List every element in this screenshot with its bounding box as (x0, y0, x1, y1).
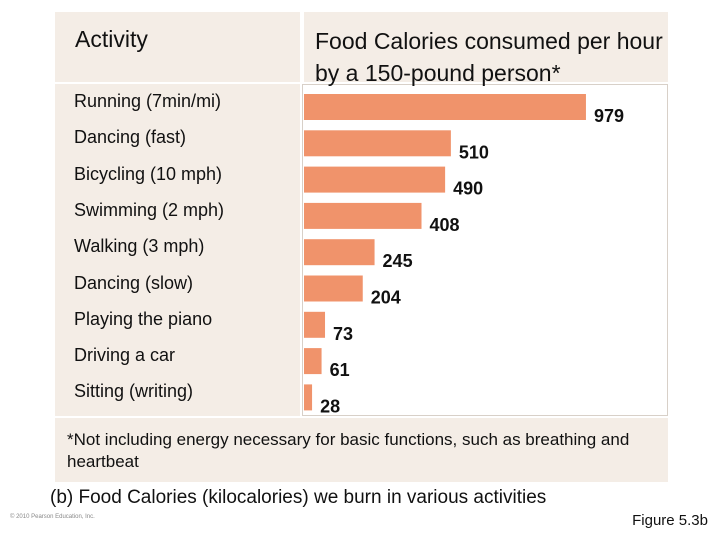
activity-label-2: Dancing (fast) (74, 127, 187, 148)
bar-value-label-3: 490 (453, 179, 483, 199)
bar-1 (304, 94, 586, 120)
activity-label-3: Bicycling (10 mph) (74, 163, 223, 184)
bar-value-label-9: 28 (320, 396, 340, 416)
activity-label-1: Running (7min/mi) (74, 91, 222, 111)
activity-label-5: Walking (3 mph) (74, 236, 205, 257)
bar-7 (304, 311, 326, 338)
figure-caption: (b) Food Calories (kilocalories) we burn… (50, 487, 547, 508)
activity-label-9: Sitting (writing) (74, 381, 194, 402)
bar-value-label-1: 979 (594, 106, 624, 126)
bar-value-label-8: 61 (330, 360, 350, 380)
bar-chart: 979 510 490 408 245 204 73 61 28 (304, 94, 624, 416)
footnote-panel (55, 418, 668, 482)
bar-value-label-7: 73 (333, 324, 353, 344)
bar-value-label-4: 408 (430, 215, 460, 235)
bar-2 (304, 130, 451, 157)
activity-header-panel (55, 12, 300, 82)
activity-label-4: Swimming (2 mph) (74, 199, 225, 220)
figure-label: Figure 5.3b (632, 512, 708, 529)
activity-column-header: Activity (75, 26, 148, 52)
activity-label-8: Driving a car (74, 345, 176, 366)
activity-label-7: Playing the piano (74, 308, 213, 329)
bar-3 (304, 166, 446, 193)
activity-label-column (55, 84, 300, 416)
footnote: *Not including energy necessary for basi… (67, 430, 630, 471)
bar-value-label-2: 510 (459, 142, 489, 162)
chart-title: Food Calories consumed per hour by a 150… (315, 28, 663, 86)
bar-value-label-6: 204 (371, 288, 401, 308)
copyright-notice: © 2010 Pearson Education, Inc. (10, 514, 95, 520)
bar-value-label-5: 245 (383, 251, 413, 271)
bar-6 (304, 275, 363, 302)
activity-label-6: Dancing (slow) (74, 272, 194, 293)
bar-8 (304, 348, 322, 375)
bar-4 (304, 202, 422, 229)
calories-header-panel (304, 12, 668, 82)
bar-5 (304, 239, 375, 266)
bar-9 (304, 384, 313, 411)
